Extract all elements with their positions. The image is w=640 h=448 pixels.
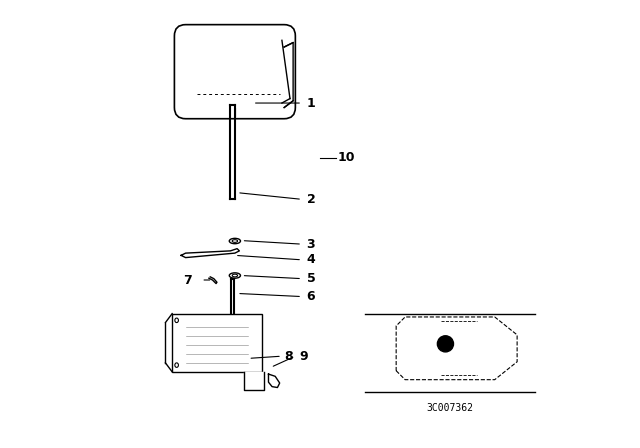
Text: 10: 10 (338, 151, 355, 164)
Polygon shape (181, 249, 239, 258)
Text: 5: 5 (307, 272, 316, 285)
Text: 8: 8 (284, 349, 292, 363)
Text: 6: 6 (307, 290, 315, 303)
Text: 9: 9 (300, 349, 308, 363)
Polygon shape (244, 372, 264, 390)
Text: 2: 2 (307, 193, 316, 206)
Polygon shape (269, 374, 280, 388)
Text: 4: 4 (307, 253, 316, 267)
Polygon shape (396, 317, 517, 380)
Ellipse shape (229, 273, 241, 278)
Bar (172, 314, 262, 372)
FancyBboxPatch shape (175, 25, 296, 119)
Ellipse shape (232, 240, 237, 242)
Ellipse shape (229, 238, 241, 244)
Text: 7: 7 (184, 273, 192, 287)
Circle shape (437, 336, 454, 352)
Text: 1: 1 (307, 96, 316, 110)
Ellipse shape (232, 274, 237, 277)
Text: 3: 3 (307, 237, 315, 251)
Ellipse shape (175, 318, 179, 323)
Text: 3C007362: 3C007362 (426, 403, 474, 413)
Ellipse shape (175, 363, 179, 367)
Polygon shape (209, 277, 217, 284)
